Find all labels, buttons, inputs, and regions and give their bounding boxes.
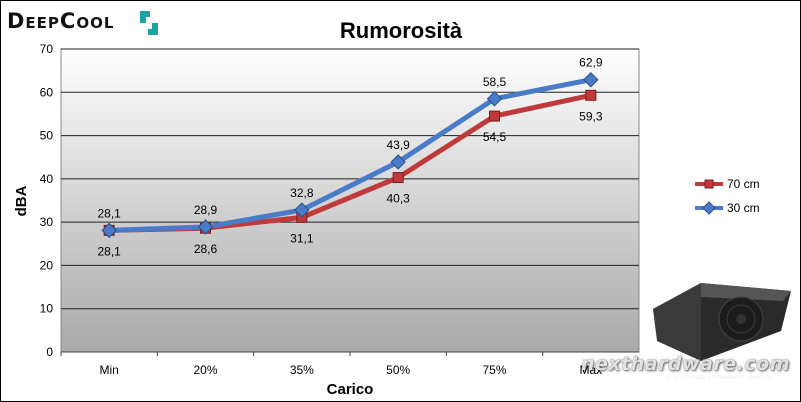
legend: 70 cm 30 cm [695, 177, 760, 215]
data-point-30cm [197, 219, 214, 235]
x-tick-label: 20% [193, 363, 217, 377]
power-supply-image [653, 283, 791, 361]
data-point-70cm [489, 110, 500, 122]
legend-marker-diamond [702, 201, 716, 215]
data-point-30cm [390, 154, 406, 170]
y-tick-label: 20 [40, 258, 54, 272]
data-label: 62,9 [579, 56, 603, 70]
y-tick-label: 0 [46, 345, 53, 359]
data-label: 28,1 [97, 206, 121, 220]
x-tick-label: Max [579, 363, 602, 377]
legend-label: 70 cm [727, 177, 760, 191]
chart-title: Rumorosità [340, 18, 463, 43]
y-tick-label: 30 [40, 215, 54, 229]
data-label: 32,8 [290, 186, 314, 200]
watermark-logo: nexthardware.com [580, 353, 790, 375]
data-label: 59,3 [579, 109, 603, 123]
legend-marker-square [704, 179, 714, 189]
series-lines [106, 77, 594, 233]
x-tick-label: 50% [386, 363, 410, 377]
data-label: 43,9 [386, 138, 410, 152]
data-point-30cm [486, 91, 503, 107]
y-tick-label: 70 [40, 42, 54, 56]
data-label: 54,5 [483, 130, 507, 144]
data-label: 28,6 [194, 242, 218, 256]
data-label: 40,3 [386, 192, 410, 206]
data-point-30cm [583, 72, 599, 88]
watermark-tagline: your ultimate professional resource [665, 374, 772, 381]
data-point-70cm [392, 172, 404, 184]
y-tick-label: 40 [40, 172, 54, 186]
data-label: 31,1 [290, 231, 314, 245]
x-axis-label: Carico [327, 381, 374, 398]
series-line-1 [106, 77, 594, 233]
y-axis-ticks: 0 10 20 30 40 50 60 70 [40, 42, 54, 359]
series-markers [101, 72, 599, 239]
data-point-30cm [101, 222, 117, 239]
y-tick-label: 60 [40, 85, 54, 99]
x-tick-label: 75% [482, 363, 506, 377]
data-label: 58,5 [483, 75, 507, 89]
y-tick-label: 10 [40, 302, 54, 316]
data-point-70cm [585, 89, 597, 101]
data-labels: 28,1 28,6 31,1 40,3 54,5 59,3 28,1 28,9 32,8 43,9… [97, 56, 602, 259]
data-label: 28,1 [97, 244, 121, 258]
x-axis-ticks: Min 20% 35% 50% 75% Max [60, 352, 602, 377]
y-axis-label: dBA [13, 185, 30, 216]
brand-logo-text: DeepCool [7, 9, 115, 33]
plot-area [60, 48, 640, 353]
x-tick-label: 35% [290, 363, 314, 377]
legend-label: 30 cm [727, 201, 760, 215]
data-point-30cm [294, 202, 310, 218]
deepcool-logo-icon [140, 11, 158, 35]
data-label: 28,9 [194, 203, 218, 217]
x-tick-label: Min [99, 363, 118, 377]
y-tick-label: 50 [40, 129, 54, 143]
